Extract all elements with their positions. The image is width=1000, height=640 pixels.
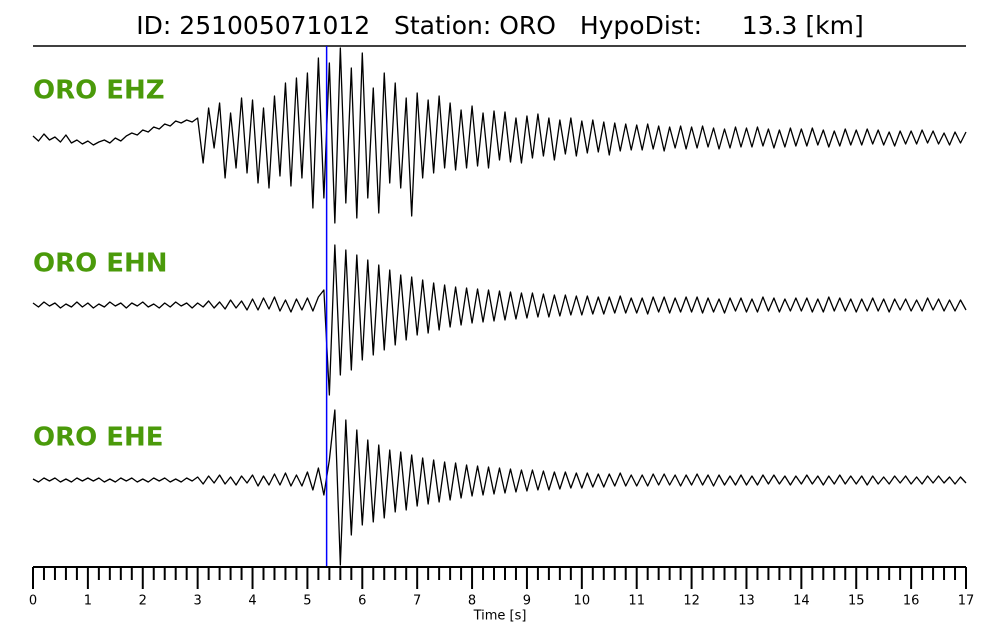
x-tick-label: 8 bbox=[468, 594, 476, 609]
x-tick-label: 0 bbox=[29, 594, 37, 609]
x-tick-label: 12 bbox=[683, 594, 700, 609]
x-tick-label: 16 bbox=[903, 594, 920, 609]
waveform bbox=[32, 244, 967, 396]
x-tick-label: 11 bbox=[628, 594, 645, 609]
chart-title: ID: 251005071012 Station: ORO HypoDist: … bbox=[136, 11, 863, 40]
x-tick-label: 1 bbox=[84, 594, 92, 609]
x-tick-label: 9 bbox=[523, 594, 531, 609]
x-tick-label: 2 bbox=[139, 594, 147, 609]
x-tick-label: 4 bbox=[248, 594, 256, 609]
x-tick-label: 17 bbox=[958, 594, 975, 609]
x-tick-label: 3 bbox=[194, 594, 202, 609]
x-tick-label: 7 bbox=[413, 594, 421, 609]
x-tick-label: 15 bbox=[848, 594, 865, 609]
x-tick-label: 10 bbox=[574, 594, 591, 609]
waveform bbox=[32, 409, 967, 566]
x-tick-label: 14 bbox=[793, 594, 810, 609]
trace-label: ORO EHN bbox=[33, 249, 168, 279]
x-tick-label: 5 bbox=[303, 594, 311, 609]
x-axis-label: Time [s] bbox=[473, 609, 527, 624]
waveform bbox=[32, 47, 967, 224]
x-tick-label: 6 bbox=[358, 594, 366, 609]
x-tick-label: 13 bbox=[738, 594, 755, 609]
trace-label: ORO EHE bbox=[33, 423, 164, 453]
trace-label: ORO EHZ bbox=[33, 76, 165, 106]
